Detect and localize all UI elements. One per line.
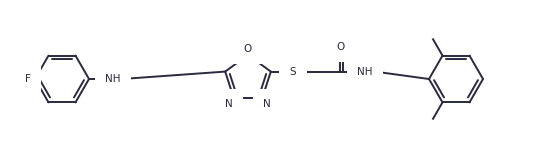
Text: F: F	[25, 74, 31, 84]
Text: N: N	[263, 99, 271, 109]
Text: O: O	[244, 44, 252, 54]
Text: N: N	[225, 99, 233, 109]
Text: NH: NH	[105, 74, 121, 84]
Text: S: S	[289, 67, 296, 77]
Text: NH: NH	[357, 67, 373, 77]
Text: O: O	[337, 42, 345, 52]
